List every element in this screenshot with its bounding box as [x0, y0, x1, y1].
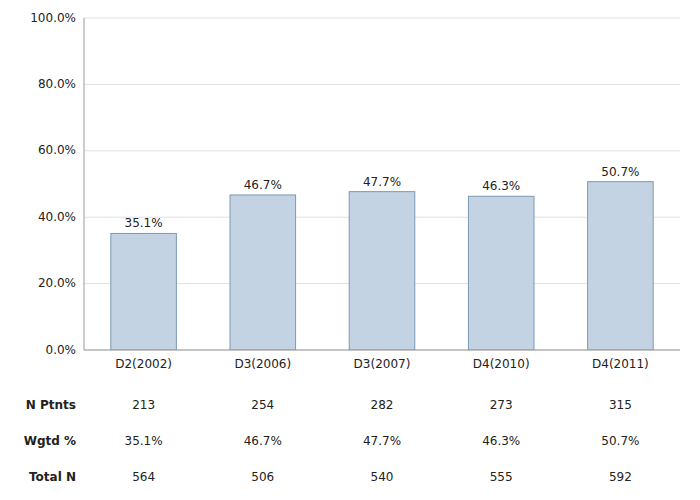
- grid-line: [84, 84, 680, 85]
- table-cell: 273: [490, 398, 513, 412]
- table-cell: 315: [609, 398, 632, 412]
- grid-line: [84, 150, 680, 151]
- table-cell: 254: [251, 398, 274, 412]
- y-axis: 0.0% 20.0% 40.0% 60.0% 80.0% 100.0%: [30, 11, 76, 357]
- table-cell: 540: [371, 470, 394, 484]
- table-cell: 564: [132, 470, 155, 484]
- x-tick-label: D3(2006): [234, 357, 291, 371]
- y-tick-label: 0.0%: [46, 343, 77, 357]
- table-row-label: Wgtd %: [24, 434, 76, 448]
- table-cell: 213: [132, 398, 155, 412]
- grid: [84, 18, 680, 350]
- data-label: 50.7%: [601, 165, 639, 179]
- bars: [111, 182, 653, 350]
- chart-svg: 0.0% 20.0% 40.0% 60.0% 80.0% 100.0% 35.1% 46.7%…: [0, 0, 700, 500]
- bar: [468, 196, 534, 350]
- x-tick-label: D4(2011): [592, 357, 649, 371]
- y-tick-label: 80.0%: [38, 77, 76, 91]
- table-cell: 47.7%: [363, 434, 401, 448]
- y-tick-label: 60.0%: [38, 143, 76, 157]
- data-label: 46.3%: [482, 179, 520, 193]
- table: N Ptnts 213 254 282 273 315 Wgtd % 35.1% 46.7% 47…: [24, 398, 640, 484]
- table-cell: 592: [609, 470, 632, 484]
- table-cell: 506: [251, 470, 274, 484]
- data-label: 47.7%: [363, 175, 401, 189]
- y-tick-label: 40.0%: [38, 210, 76, 224]
- y-tick-label: 100.0%: [30, 11, 76, 25]
- table-cell: 50.7%: [601, 434, 639, 448]
- table-row-label: Total N: [29, 470, 76, 484]
- y-axis-line: [84, 18, 85, 350]
- table-cell: 46.7%: [244, 434, 282, 448]
- x-axis: D2(2002) D3(2006) D3(2007) D4(2010) D4(2011): [115, 357, 649, 371]
- y-tick-label: 20.0%: [38, 276, 76, 290]
- x-tick-label: D3(2007): [354, 357, 411, 371]
- grid-line: [84, 350, 680, 351]
- x-tick-label: D4(2010): [473, 357, 530, 371]
- x-axis-line: [84, 350, 680, 351]
- bar: [588, 182, 654, 350]
- table-row-label: N Ptnts: [26, 398, 76, 412]
- data-label: 46.7%: [244, 178, 282, 192]
- table-cell: 282: [371, 398, 394, 412]
- data-labels: 35.1% 46.7% 47.7% 46.3% 50.7%: [125, 165, 640, 231]
- chart-container: 0.0% 20.0% 40.0% 60.0% 80.0% 100.0% 35.1% 46.7%…: [0, 0, 700, 500]
- bar: [230, 195, 296, 350]
- table-cell: 35.1%: [125, 434, 163, 448]
- bar: [111, 233, 177, 350]
- x-tick-label: D2(2002): [115, 357, 172, 371]
- grid-line: [84, 18, 680, 19]
- table-cell: 46.3%: [482, 434, 520, 448]
- table-cell: 555: [490, 470, 513, 484]
- data-label: 35.1%: [125, 216, 163, 230]
- bar: [349, 192, 415, 350]
